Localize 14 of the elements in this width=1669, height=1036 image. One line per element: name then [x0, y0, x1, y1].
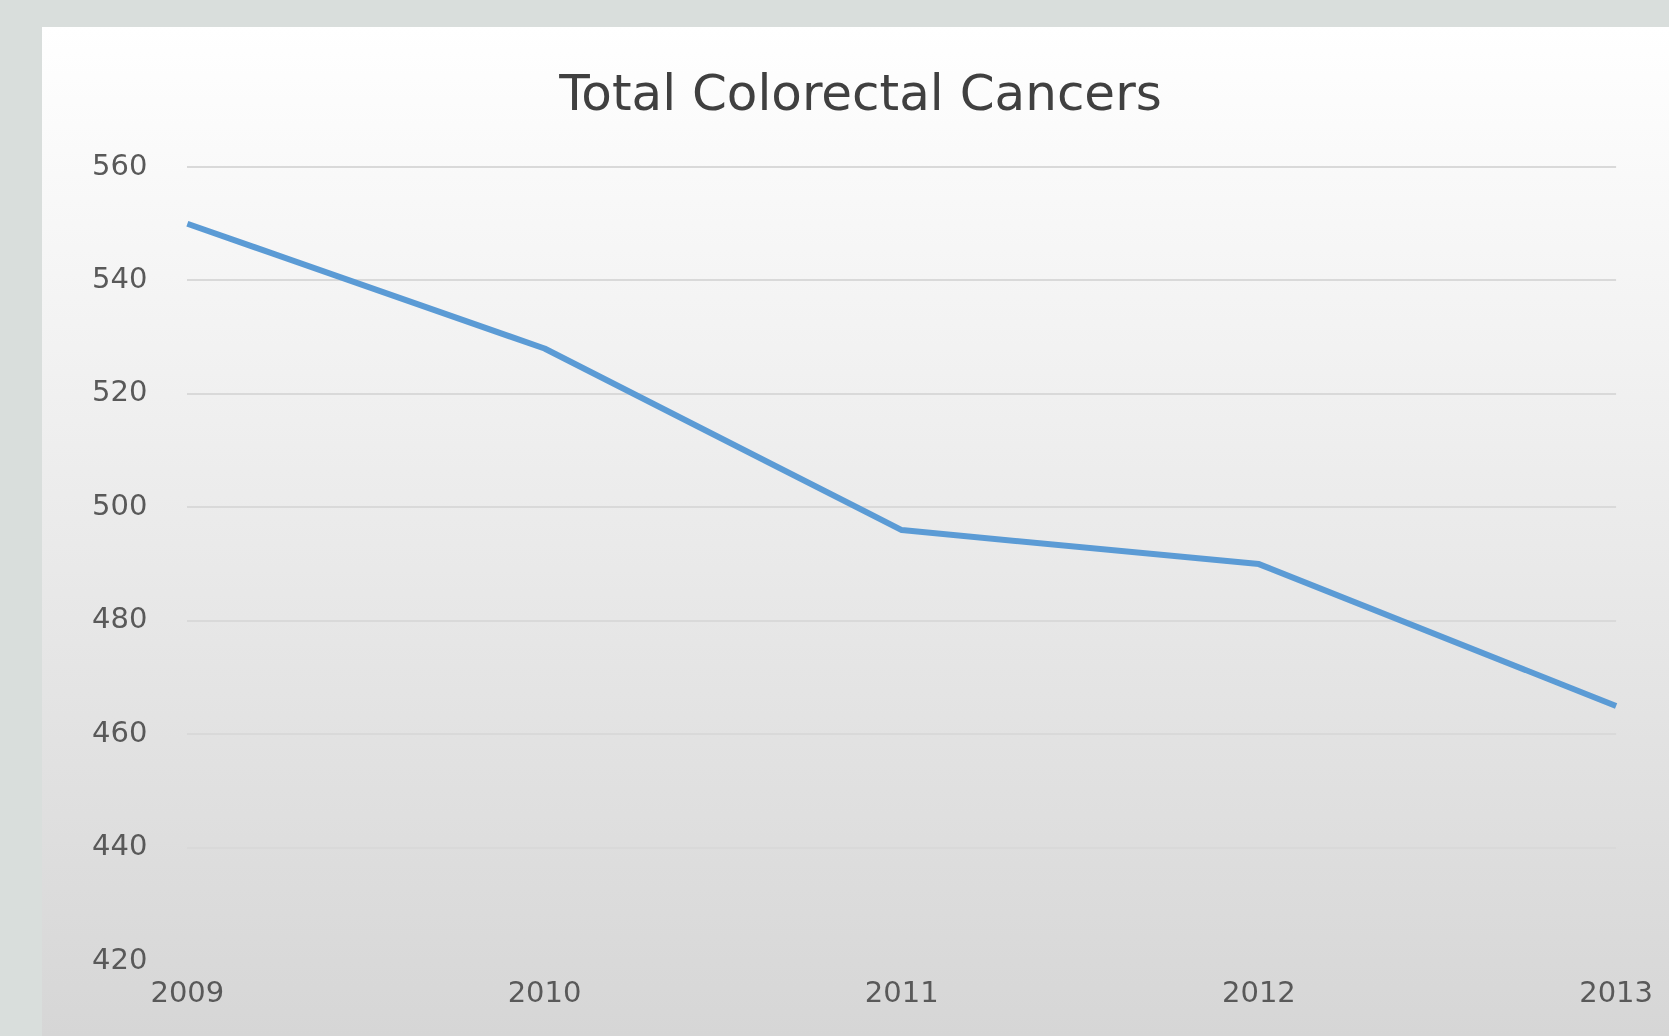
x-tick-label: 2011	[864, 975, 939, 1010]
x-tick-label: 2013	[1579, 975, 1653, 1010]
y-tick-label: 560	[91, 147, 148, 182]
x-tick-label: 2009	[150, 975, 225, 1010]
chart-title: Total Colorectal Cancers	[558, 63, 1162, 122]
y-tick-label: 540	[91, 260, 148, 295]
y-tick-label: 420	[91, 941, 148, 976]
x-tick-label: 2010	[507, 975, 582, 1010]
y-tick-label: 500	[91, 487, 148, 522]
x-tick-label: 2012	[1222, 975, 1296, 1010]
y-tick-label: 460	[91, 714, 148, 749]
y-tick-label: 480	[91, 601, 148, 636]
y-tick-label: 520	[91, 374, 148, 409]
y-tick-label: 440	[91, 828, 148, 863]
